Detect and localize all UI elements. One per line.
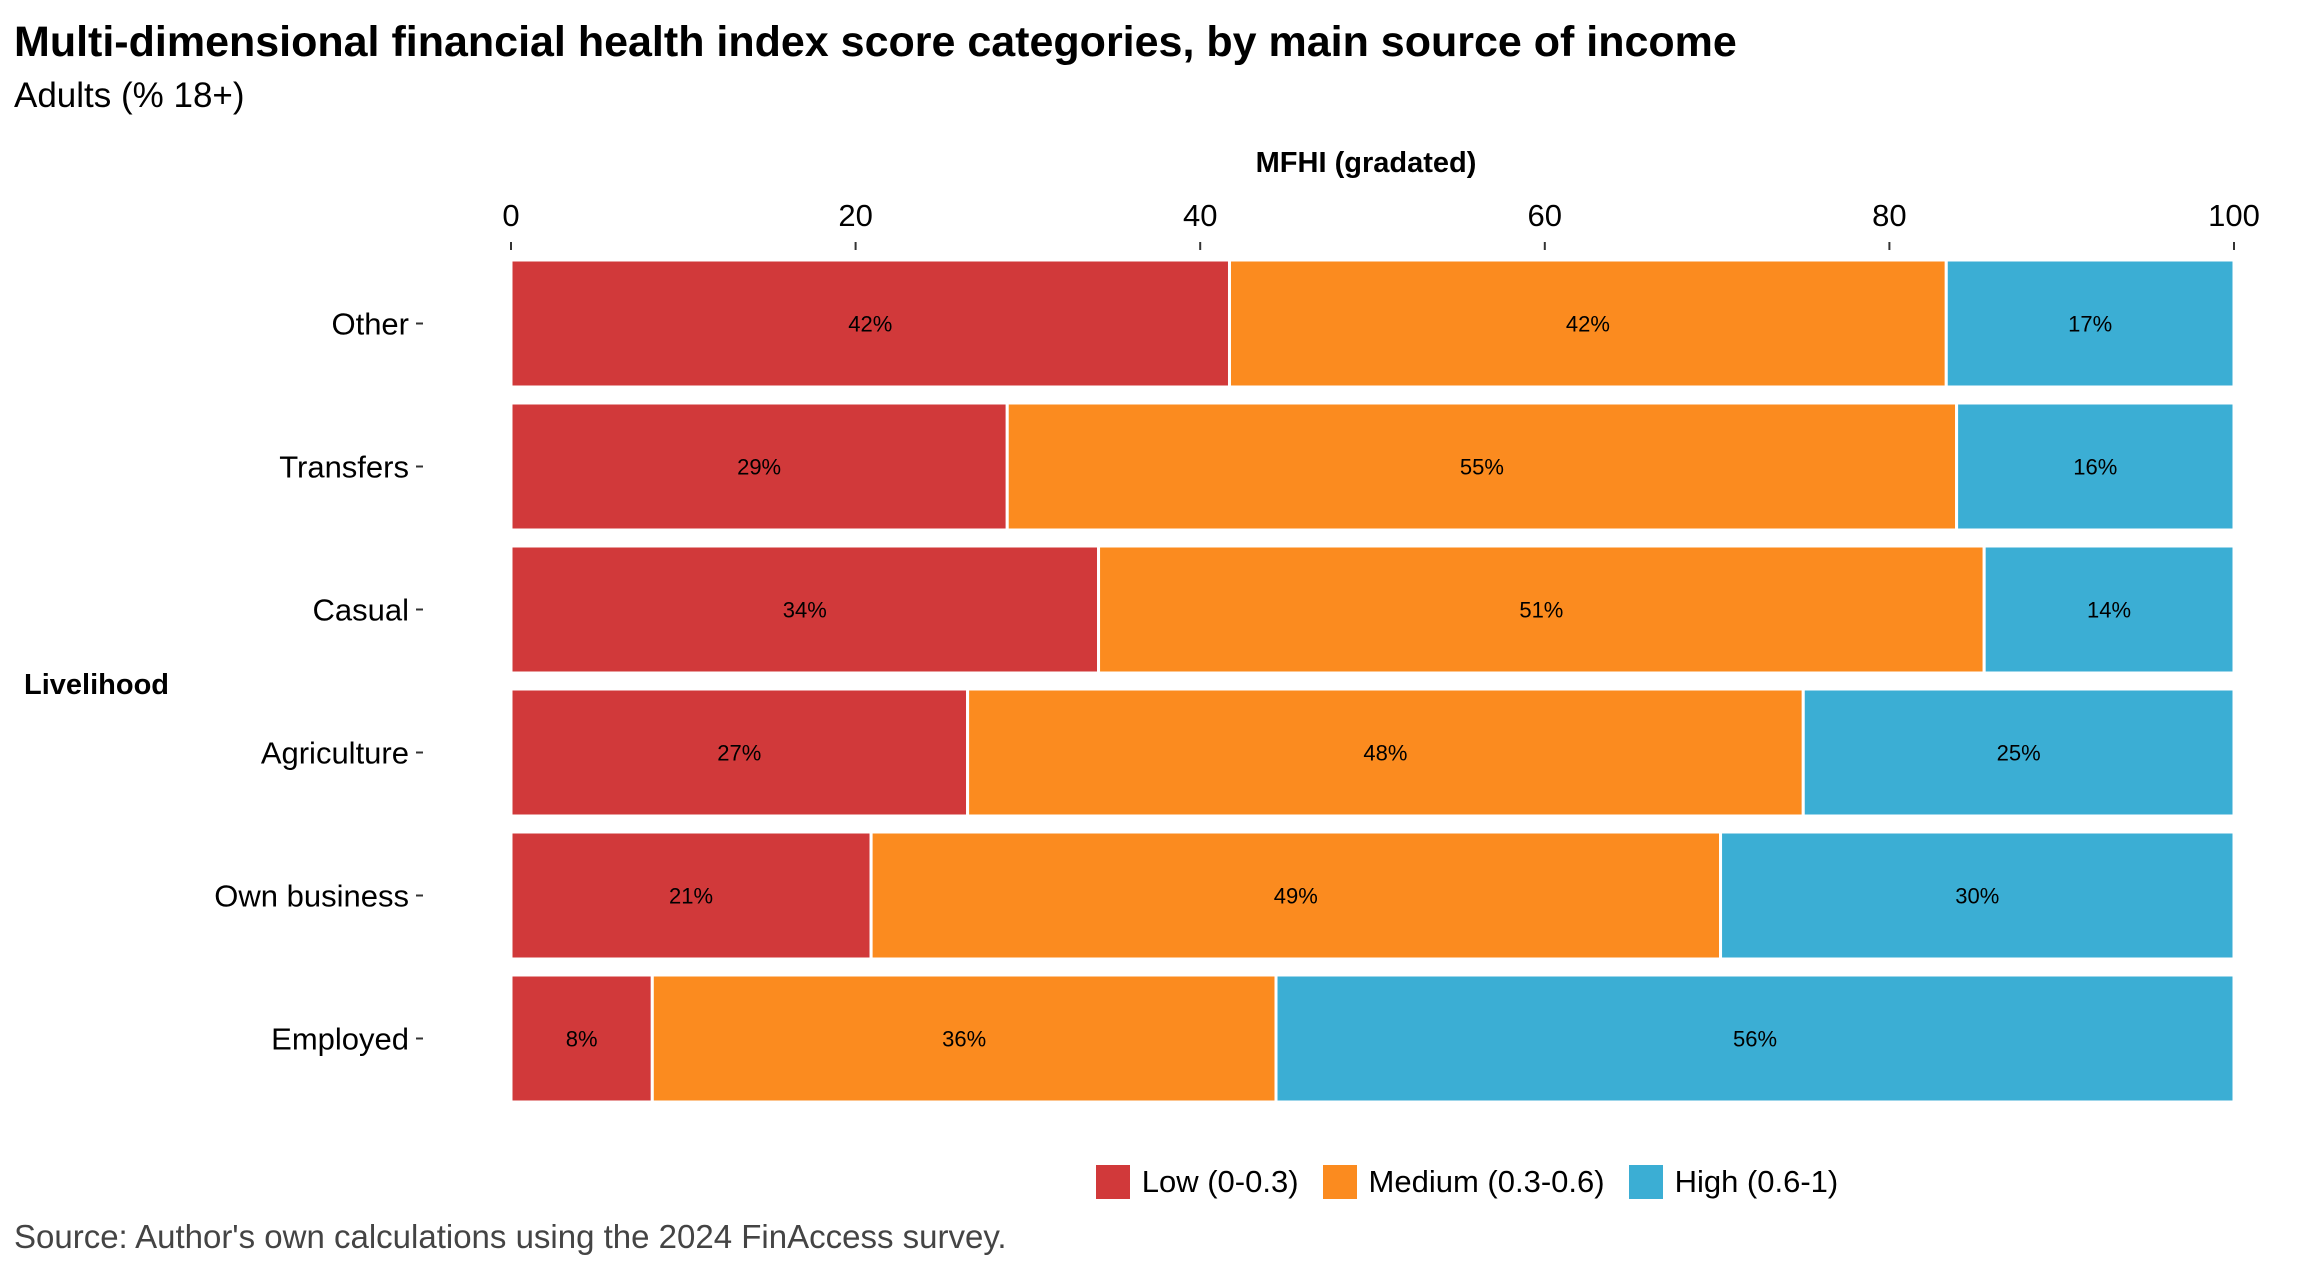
legend-swatch (1095, 1165, 1130, 1199)
bar-segment (650, 973, 1278, 1104)
y-axis-title: Livelihood (24, 669, 169, 701)
x-tick-label: 60 (1528, 198, 1562, 233)
bar-data-label: 42% (848, 312, 892, 337)
bar-segment (1955, 401, 2236, 532)
bar-data-label: 16% (2073, 455, 2117, 480)
x-axis-title: MFHI (gradated) (1256, 147, 1477, 179)
y-tick-label: Agriculture (261, 736, 409, 771)
bar-segment (509, 973, 654, 1104)
bar-segment (509, 258, 1231, 389)
legend-label: High (0.6-1) (1674, 1164, 1839, 1199)
x-tick-label: 20 (838, 198, 872, 233)
bar-data-label: 48% (1363, 741, 1407, 766)
bar-segment (1097, 544, 1986, 675)
y-tick-label: Transfers (279, 450, 409, 485)
y-tick-label: Other (331, 307, 409, 342)
bar-segment (509, 401, 1009, 532)
legend-swatch (1322, 1165, 1357, 1199)
legend-swatch (1628, 1165, 1663, 1199)
chart-title: Multi-dimensional financial health index… (14, 18, 1737, 66)
legend-item: Low (0-0.3) (1095, 1164, 1299, 1200)
bar-segment (1274, 973, 2236, 1104)
y-tick-label: Employed (271, 1022, 409, 1057)
bar-segment (1982, 544, 2236, 675)
bar-segment (1801, 687, 2236, 818)
bar-segment (509, 687, 970, 818)
x-axis-ticks: 0 20 40 60 80 100 (502, 198, 2260, 250)
legend: Low (0-0.3) Medium (0.3-0.6) High (0.6-1) (0, 1164, 2304, 1200)
bar-data-label: 30% (1955, 884, 1999, 909)
legend-label: Low (0-0.3) (1141, 1164, 1299, 1199)
x-tick-label: 80 (1872, 198, 1906, 233)
chart-area: MFHI (gradated) Livelihood 0 20 40 60 80 100 … (24, 147, 2260, 1104)
bar-data-labels: 42% 42% 17% 29% 55% 16% 34% 51% 14% 27% 48% 25% 21% 4… (566, 312, 2131, 1052)
bar-data-label: 36% (942, 1027, 986, 1052)
bar-data-label: 17% (2068, 312, 2112, 337)
bar-data-label: 51% (1519, 598, 1563, 623)
bar-data-label: 29% (737, 455, 781, 480)
legend-label: Medium (0.3-0.6) (1368, 1164, 1605, 1199)
x-tick-label: 0 (502, 198, 519, 233)
y-axis-ticks: Other Transfers Casual Agriculture Own busin… (214, 307, 423, 1057)
x-tick-label: 100 (2208, 198, 2260, 233)
bar-segment (509, 830, 873, 961)
bar-data-label: 55% (1460, 455, 1504, 480)
y-tick-label: Casual (313, 593, 410, 628)
legend-item: High (0.6-1) (1628, 1164, 1839, 1200)
bar-segment (1227, 258, 1948, 389)
legend-item: Medium (0.3-0.6) (1322, 1164, 1605, 1200)
bar-data-label: 49% (1274, 884, 1318, 909)
bar-data-label: 8% (566, 1027, 598, 1052)
bar-segment (1719, 830, 2236, 961)
bar-data-label: 27% (717, 741, 761, 766)
bar-data-label: 56% (1733, 1027, 1777, 1052)
bar-data-label: 14% (2087, 598, 2131, 623)
chart-source-note: Source: Author's own calculations using … (14, 1218, 1007, 1255)
bar-data-label: 25% (1997, 741, 2041, 766)
bar-marks (509, 258, 2236, 1104)
y-tick-label: Own business (214, 879, 409, 914)
bar-segment (1944, 258, 2236, 389)
bar-data-label: 21% (669, 884, 713, 909)
bar-segment (869, 830, 1723, 961)
chart-subtitle: Adults (% 18+) (14, 76, 245, 115)
bar-data-label: 34% (783, 598, 827, 623)
x-tick-label: 40 (1183, 198, 1217, 233)
bar-data-label: 42% (1566, 312, 1610, 337)
